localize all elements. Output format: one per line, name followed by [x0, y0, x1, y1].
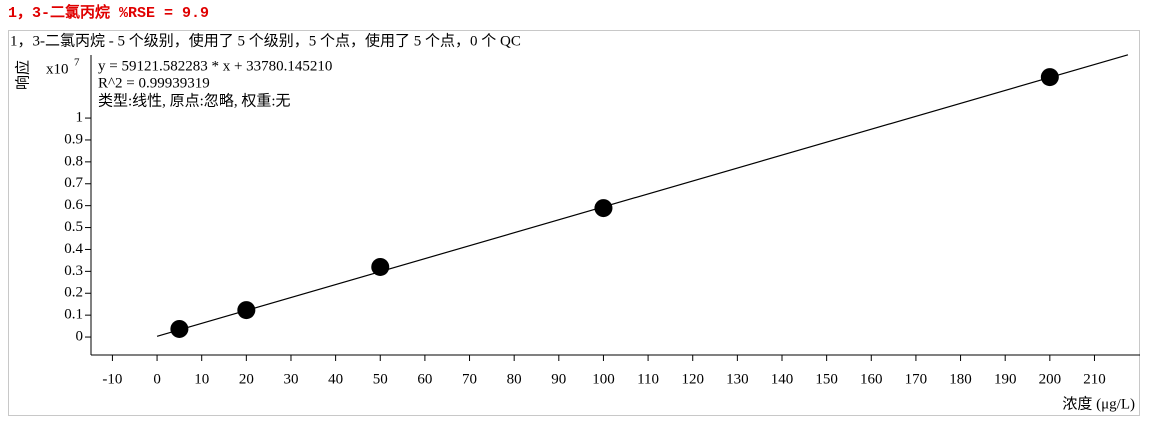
x-tick-label: 140: [771, 371, 794, 387]
y-exponent: 7: [74, 57, 80, 69]
x-tick-label: 190: [994, 371, 1017, 387]
x-tick-label: 10: [194, 371, 209, 387]
x-tick-label: 50: [373, 371, 388, 387]
x-tick-label: 200: [1039, 371, 1062, 387]
x-tick-label: 110: [637, 371, 659, 387]
data-point: [594, 199, 613, 218]
y-tick-label: 1: [76, 110, 84, 126]
y-multiplier: x10: [46, 61, 69, 77]
data-point: [237, 301, 256, 320]
y-axis-label: 响应: [13, 60, 31, 90]
y-tick-label: 0.5: [64, 219, 83, 235]
x-tick-label: 80: [507, 371, 522, 387]
x-tick-label: 100: [592, 371, 615, 387]
fit-info: 类型:线性, 原点:忽略, 权重:无: [98, 92, 291, 109]
y-tick-label: 0.2: [64, 285, 83, 301]
x-tick-label: 20: [239, 371, 254, 387]
x-tick-label: 90: [551, 371, 566, 387]
x-tick-label: 210: [1083, 371, 1106, 387]
fit-line: [156, 54, 1129, 337]
x-tick-label: 150: [815, 371, 838, 387]
x-tick-label: 40: [328, 371, 343, 387]
x-tick-label: 170: [905, 371, 928, 387]
y-tick-label: 0.7: [64, 175, 83, 191]
x-tick-label: 0: [153, 371, 161, 387]
x-tick-label: 130: [726, 371, 749, 387]
x-tick-label: 70: [462, 371, 477, 387]
data-point: [170, 319, 189, 338]
r-squared: R^2 = 0.99939319: [98, 75, 210, 91]
chart-frame: [8, 30, 1140, 416]
data-point: [1040, 68, 1059, 87]
x-tick-label: 180: [949, 371, 972, 387]
data-point: [371, 257, 390, 276]
y-tick-label: 0.1: [64, 307, 83, 323]
x-axis-label: 浓度 (μg/L): [1062, 395, 1135, 412]
x-tick-label: 60: [417, 371, 432, 387]
x-tick-label: 160: [860, 371, 883, 387]
x-tick-label: 120: [681, 371, 704, 387]
chart-subtitle: 1，3-二氯丙烷 - 5 个级别，使用了 5 个级别，5 个点，使用了 5 个点…: [10, 32, 521, 49]
y-tick-label: 0.4: [64, 241, 83, 257]
y-tick-label: 0.3: [64, 263, 83, 279]
y-tick-label: 0.9: [64, 131, 83, 147]
x-tick-label: -10: [102, 371, 122, 387]
equation: y = 59121.582283 * x + 33780.145210: [98, 58, 332, 74]
x-tick-label: 30: [283, 371, 298, 387]
y-tick-label: 0.8: [64, 153, 83, 169]
y-tick-label: 0: [76, 328, 84, 344]
chart-title: 1，3-二氯丙烷 %RSE = 9.9: [8, 3, 209, 22]
y-tick-label: 0.6: [64, 197, 83, 213]
